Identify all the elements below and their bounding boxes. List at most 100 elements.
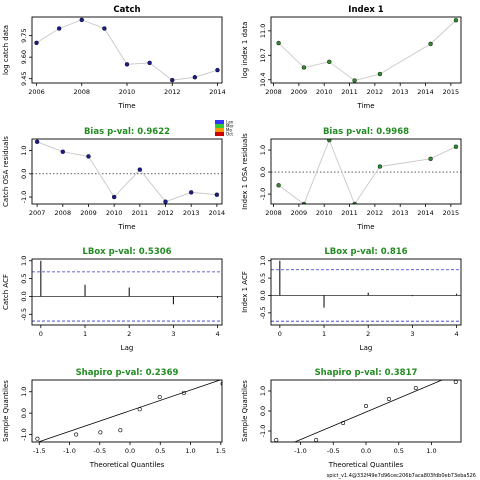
panel-catch-qq: Shapiro p-val: 0.2369 -1.5 -1.0 -0.5 0.0 0.5 1… bbox=[2, 368, 226, 469]
plot-frame bbox=[31, 258, 223, 326]
data-point bbox=[215, 67, 220, 73]
panel-catch-osa: Bias p-val: 0.9622 2007 2008 2009 2010 2011 20… bbox=[2, 127, 225, 231]
panel-index-data: Index 1 2008 2009 2010 2011 2012 2013 2014 2015 1… bbox=[241, 5, 462, 110]
x-axis-label: Time bbox=[117, 102, 135, 110]
qq-point bbox=[137, 407, 142, 412]
x-tick-label: 2006 bbox=[28, 88, 45, 96]
plot-frame bbox=[270, 138, 462, 205]
x-tick-label: 2014 bbox=[417, 209, 434, 217]
qq-reference-line bbox=[293, 380, 444, 442]
y-tick-label: -1.0 bbox=[259, 188, 267, 201]
qq-point bbox=[386, 396, 391, 401]
y-tick-label: 0.5 bbox=[20, 273, 28, 283]
y-tick-label: -1.0 bbox=[259, 425, 267, 438]
y-axis-label: Sample Quantiles bbox=[2, 380, 10, 442]
data-point bbox=[327, 139, 332, 143]
x-tick-label: 2009 bbox=[291, 209, 308, 217]
x-tick-label: 2011 bbox=[132, 209, 149, 217]
x-tick-label: 2014 bbox=[209, 209, 226, 217]
data-point bbox=[79, 17, 84, 23]
data-point bbox=[111, 194, 117, 200]
y-tick-label: 0.0 bbox=[20, 408, 28, 418]
qq-point bbox=[413, 385, 418, 390]
qq-point bbox=[98, 430, 103, 435]
y-tick-label: 1.0 bbox=[259, 256, 267, 266]
y-tick-label: 0.0 bbox=[20, 291, 28, 301]
plot-frame bbox=[270, 379, 462, 443]
data-layer bbox=[271, 260, 461, 322]
x-tick-label: 4 bbox=[455, 330, 459, 338]
x-axis-label: Time bbox=[356, 102, 374, 110]
y-tick-label: -1.0 bbox=[20, 428, 28, 441]
x-tick-label: 2 bbox=[127, 330, 131, 338]
x-tick-label: 2014 bbox=[417, 88, 434, 96]
data-point bbox=[428, 41, 433, 47]
y-axis-label: Catch ACF bbox=[2, 274, 10, 310]
data-layer bbox=[34, 17, 220, 83]
y-tick-label: 0.0 bbox=[259, 167, 267, 177]
data-point bbox=[188, 190, 194, 195]
x-tick-label: 2012 bbox=[157, 209, 174, 217]
x-tick-label: 3 bbox=[410, 330, 414, 338]
qq-point bbox=[220, 381, 222, 386]
legend-swatch bbox=[215, 120, 224, 124]
legend-label: Oct bbox=[226, 132, 233, 137]
series-line bbox=[36, 19, 218, 81]
x-tick-label: 2010 bbox=[316, 88, 333, 96]
x-tick-label: 2008 bbox=[55, 209, 72, 217]
x-tick-label: 0.5 bbox=[155, 447, 165, 455]
y-tick-label: 10.4 bbox=[259, 72, 267, 86]
data-point bbox=[301, 201, 307, 204]
y-tick-label: 1.0 bbox=[20, 387, 28, 397]
data-point bbox=[352, 78, 357, 83]
legend-label: Lan bbox=[226, 120, 234, 125]
series-line bbox=[36, 141, 217, 203]
data-layer bbox=[32, 260, 222, 322]
x-axis-label: Theoretical Quantiles bbox=[89, 461, 165, 469]
data-point bbox=[377, 164, 383, 169]
x-tick-label: -1.0 bbox=[63, 447, 76, 455]
x-axis-label: Time bbox=[117, 223, 135, 231]
qq-point bbox=[118, 428, 123, 433]
y-tick-label: 0.0 bbox=[259, 406, 267, 416]
x-tick-label: 2009 bbox=[80, 209, 97, 217]
data-point bbox=[147, 60, 152, 66]
panel-catch-data: Catch 2006 2008 2010 2012 2014 9.45 9.60 9.75 Tim… bbox=[2, 5, 226, 110]
legend-swatch bbox=[215, 132, 224, 136]
x-axis-label: Lag bbox=[360, 344, 373, 352]
data-layer bbox=[271, 139, 461, 204]
version-footer: spict_v1.4@332f49e7d96cec206b7aca803fdb0… bbox=[326, 473, 476, 479]
plot-frame bbox=[31, 16, 223, 84]
x-tick-label: 1.0 bbox=[185, 447, 195, 455]
data-point bbox=[352, 201, 357, 204]
y-tick-label: -0.5 bbox=[20, 308, 28, 321]
data-point bbox=[124, 62, 130, 67]
data-point bbox=[137, 167, 143, 172]
x-tick-label: 3 bbox=[171, 330, 175, 338]
x-tick-label: 2013 bbox=[392, 88, 409, 96]
panel-title: Catch bbox=[113, 5, 140, 15]
data-point bbox=[327, 59, 332, 65]
data-layer bbox=[35, 380, 222, 442]
data-point bbox=[428, 156, 433, 162]
x-tick-label: 2010 bbox=[106, 209, 123, 217]
data-point bbox=[276, 183, 281, 188]
plot-frame bbox=[31, 138, 223, 205]
x-tick-label: -1.5 bbox=[33, 447, 46, 455]
data-layer bbox=[274, 380, 458, 442]
x-tick-label: 2010 bbox=[119, 88, 136, 96]
data-point bbox=[102, 26, 107, 31]
data-point bbox=[163, 199, 168, 204]
data-point bbox=[34, 139, 40, 144]
panel-title: LBox p-val: 0.5306 bbox=[82, 247, 171, 257]
x-axis-label: Time bbox=[356, 223, 374, 231]
qq-point bbox=[341, 420, 346, 425]
y-axis-label: log index 1 data bbox=[241, 22, 249, 79]
x-tick-label: -1.0 bbox=[294, 447, 307, 455]
x-tick-label: 2 bbox=[366, 330, 370, 338]
qq-point bbox=[314, 437, 319, 442]
qq-point bbox=[274, 437, 279, 442]
y-tick-label: 11.0 bbox=[259, 24, 267, 38]
x-tick-label: 2009 bbox=[291, 88, 308, 96]
